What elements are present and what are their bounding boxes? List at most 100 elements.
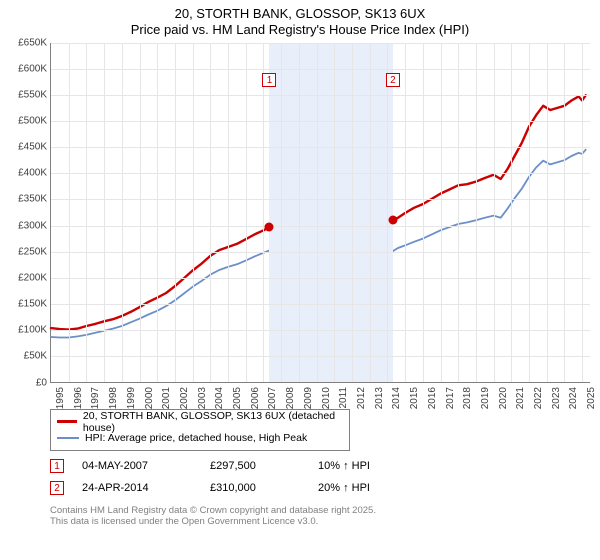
x-axis-label: 2002 bbox=[179, 387, 190, 409]
gridline-h bbox=[51, 356, 590, 357]
gridline-v bbox=[299, 43, 300, 382]
y-axis-label: £650K bbox=[7, 37, 47, 48]
y-axis-label: £300K bbox=[7, 220, 47, 231]
legend-swatch bbox=[57, 437, 79, 439]
gridline-v bbox=[122, 43, 123, 382]
gridline-v bbox=[175, 43, 176, 382]
x-axis-label: 1997 bbox=[90, 387, 101, 409]
x-axis-label: 2016 bbox=[427, 387, 438, 409]
gridline-v bbox=[104, 43, 105, 382]
gridline-h bbox=[51, 43, 590, 44]
x-axis-label: 2010 bbox=[321, 387, 332, 409]
gridline-v bbox=[582, 43, 583, 382]
gridline-h bbox=[51, 226, 590, 227]
legend-row: HPI: Average price, detached house, High… bbox=[57, 430, 343, 446]
gridline-v bbox=[281, 43, 282, 382]
y-axis-label: £0 bbox=[7, 377, 47, 388]
gridline-h bbox=[51, 147, 590, 148]
x-axis-label: 2025 bbox=[586, 387, 597, 409]
gridline-v bbox=[317, 43, 318, 382]
x-axis-label: 2005 bbox=[232, 387, 243, 409]
sale-row: 104-MAY-2007£297,50010% ↑ HPI bbox=[50, 455, 594, 477]
gridline-v bbox=[246, 43, 247, 382]
legend: 20, STORTH BANK, GLOSSOP, SK13 6UX (deta… bbox=[50, 409, 350, 451]
gridline-v bbox=[529, 43, 530, 382]
gridline-v bbox=[140, 43, 141, 382]
sale-row-date: 04-MAY-2007 bbox=[82, 460, 192, 472]
gridline-h bbox=[51, 330, 590, 331]
gridline-h bbox=[51, 199, 590, 200]
sale-marker-dot bbox=[265, 222, 274, 231]
x-axis-label: 2007 bbox=[267, 387, 278, 409]
gridline-v bbox=[334, 43, 335, 382]
y-axis-label: £400K bbox=[7, 168, 47, 179]
x-axis-label: 2021 bbox=[515, 387, 526, 409]
gridline-v bbox=[423, 43, 424, 382]
y-axis-label: £50K bbox=[7, 351, 47, 362]
x-axis-label: 1999 bbox=[126, 387, 137, 409]
gridline-v bbox=[564, 43, 565, 382]
sales-table: 104-MAY-2007£297,50010% ↑ HPI224-APR-201… bbox=[50, 455, 594, 499]
gridline-v bbox=[458, 43, 459, 382]
y-axis-label: £600K bbox=[7, 63, 47, 74]
gridline-h bbox=[51, 304, 590, 305]
footer-line-1: Contains HM Land Registry data © Crown c… bbox=[50, 505, 594, 517]
x-axis-label: 2004 bbox=[214, 387, 225, 409]
gridline-v bbox=[476, 43, 477, 382]
gridline-v bbox=[69, 43, 70, 382]
x-axis-label: 1998 bbox=[108, 387, 119, 409]
gridline-v bbox=[547, 43, 548, 382]
sale-row-date: 24-APR-2014 bbox=[82, 482, 192, 494]
x-axis-label: 2009 bbox=[303, 387, 314, 409]
x-axis-label: 2014 bbox=[391, 387, 402, 409]
gridline-v bbox=[210, 43, 211, 382]
x-axis-label: 2020 bbox=[498, 387, 509, 409]
page-subtitle: Price paid vs. HM Land Registry's House … bbox=[6, 22, 594, 38]
y-axis-label: £200K bbox=[7, 272, 47, 283]
x-axis-label: 2001 bbox=[161, 387, 172, 409]
x-axis-label: 2017 bbox=[445, 387, 456, 409]
gridline-v bbox=[441, 43, 442, 382]
y-axis-label: £100K bbox=[7, 325, 47, 336]
gridline-v bbox=[263, 43, 264, 382]
x-axis-label: 2013 bbox=[374, 387, 385, 409]
gridline-v bbox=[405, 43, 406, 382]
sale-row-price: £310,000 bbox=[210, 482, 300, 494]
footer-line-2: This data is licensed under the Open Gov… bbox=[50, 516, 594, 528]
sale-marker-dot bbox=[388, 216, 397, 225]
gridline-v bbox=[370, 43, 371, 382]
x-axis-label: 2019 bbox=[480, 387, 491, 409]
sale-row-rel: 10% ↑ HPI bbox=[318, 460, 428, 472]
gridline-v bbox=[352, 43, 353, 382]
y-axis-label: £450K bbox=[7, 142, 47, 153]
legend-label: 20, STORTH BANK, GLOSSOP, SK13 6UX (deta… bbox=[83, 410, 343, 434]
x-axis-label: 2023 bbox=[551, 387, 562, 409]
sale-marker-box: 2 bbox=[386, 73, 400, 87]
x-axis-label: 2003 bbox=[197, 387, 208, 409]
gridline-h bbox=[51, 69, 590, 70]
sale-row-number: 2 bbox=[50, 481, 64, 495]
y-axis-label: £250K bbox=[7, 246, 47, 257]
page-title: 20, STORTH BANK, GLOSSOP, SK13 6UX bbox=[6, 6, 594, 22]
x-axis-label: 2008 bbox=[285, 387, 296, 409]
y-axis-label: £350K bbox=[7, 194, 47, 205]
price-chart: £0£50K£100K£150K£200K£250K£300K£350K£400… bbox=[50, 43, 590, 405]
plot-area: £0£50K£100K£150K£200K£250K£300K£350K£400… bbox=[50, 43, 590, 383]
x-axis-label: 2022 bbox=[533, 387, 544, 409]
gridline-v bbox=[511, 43, 512, 382]
footer-attribution: Contains HM Land Registry data © Crown c… bbox=[50, 505, 594, 529]
y-axis-label: £550K bbox=[7, 89, 47, 100]
x-axis-label: 1995 bbox=[55, 387, 66, 409]
gridline-h bbox=[51, 252, 590, 253]
legend-label: HPI: Average price, detached house, High… bbox=[85, 432, 307, 444]
sale-row-price: £297,500 bbox=[210, 460, 300, 472]
x-axis-label: 2018 bbox=[462, 387, 473, 409]
legend-row: 20, STORTH BANK, GLOSSOP, SK13 6UX (deta… bbox=[57, 414, 343, 430]
sale-row-rel: 20% ↑ HPI bbox=[318, 482, 428, 494]
x-axis-label: 2011 bbox=[338, 387, 349, 409]
sale-row: 2 24-APR-2014 £310,000 20% ↑ HPI bbox=[50, 477, 594, 499]
gridline-v bbox=[157, 43, 158, 382]
gridline-h bbox=[51, 278, 590, 279]
x-axis-label: 2015 bbox=[409, 387, 420, 409]
sale-marker-box: 1 bbox=[262, 73, 276, 87]
